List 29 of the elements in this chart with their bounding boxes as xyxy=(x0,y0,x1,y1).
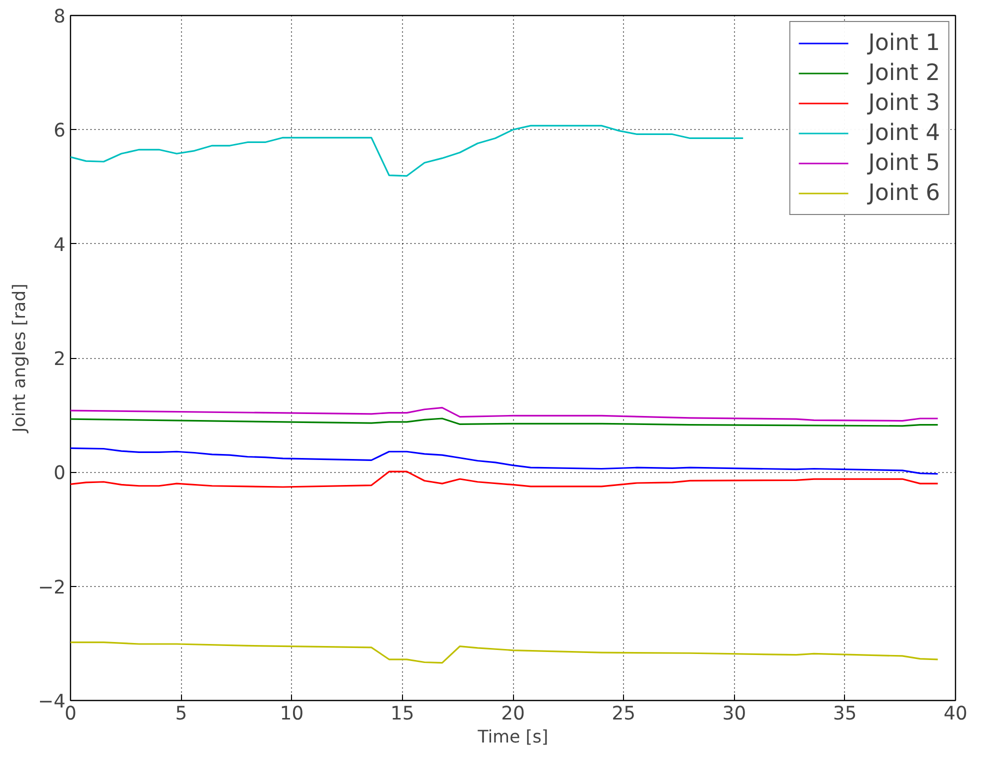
line-series xyxy=(70,447,939,475)
line-series xyxy=(70,470,939,488)
legend-label: Joint 5 xyxy=(868,150,940,176)
legend-label: Joint 1 xyxy=(868,30,940,56)
y-tick-label: 0 xyxy=(54,463,66,484)
legend-label: Joint 6 xyxy=(868,180,940,206)
y-tick-label: −4 xyxy=(38,692,66,712)
x-tick-label: 40 xyxy=(944,704,968,724)
line-series xyxy=(70,418,939,427)
x-tick-label: 30 xyxy=(722,704,746,724)
x-tick-label: 35 xyxy=(833,704,857,724)
x-tick-label: 20 xyxy=(501,704,525,724)
x-tick-label: 5 xyxy=(175,704,188,724)
y-tick-label: 6 xyxy=(54,120,66,142)
y-tick-label: −2 xyxy=(38,577,66,598)
legend-label: Joint 2 xyxy=(868,60,940,86)
legend-label: Joint 4 xyxy=(868,120,940,146)
y-tick-label: 2 xyxy=(54,349,66,370)
x-tick-label: 25 xyxy=(612,704,636,724)
x-tick-label: 15 xyxy=(390,704,414,724)
line-series xyxy=(70,124,744,177)
line-series xyxy=(70,406,939,422)
line-series xyxy=(70,641,939,664)
legend-label: Joint 3 xyxy=(868,90,940,116)
x-tick-label: 10 xyxy=(280,704,304,724)
y-axis-title: Joint angles [rad] xyxy=(10,284,30,434)
y-tick-label: 8 xyxy=(54,6,66,28)
x-axis-title: Time [s] xyxy=(476,728,548,748)
y-tick-label: 4 xyxy=(54,234,66,256)
